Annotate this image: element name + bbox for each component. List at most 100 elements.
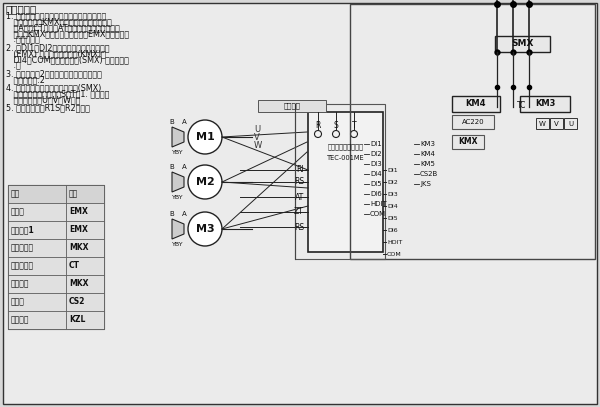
Text: DI5: DI5 — [387, 215, 398, 221]
Bar — [350, 4, 595, 259]
Text: M2: M2 — [196, 177, 214, 187]
Text: KM3: KM3 — [420, 141, 435, 147]
Text: KM4: KM4 — [420, 151, 435, 157]
Bar — [452, 96, 500, 112]
Circle shape — [188, 120, 222, 154]
Text: W: W — [254, 140, 262, 149]
Text: DI3: DI3 — [370, 161, 382, 167]
Text: W: W — [539, 120, 546, 127]
Text: KMX: KMX — [458, 138, 478, 147]
Text: DI1: DI1 — [387, 168, 398, 173]
Bar — [66, 239, 104, 257]
Text: U: U — [568, 120, 573, 127]
Text: DI4，COM跑干主继路断(SMX) 跑断因常的: DI4，COM跑干主继路断(SMX) 跑断因常的 — [6, 55, 129, 64]
Text: COM: COM — [370, 211, 386, 217]
Polygon shape — [172, 219, 184, 239]
Bar — [8, 185, 104, 329]
Bar — [564, 118, 577, 129]
Text: .土: .土 — [6, 61, 21, 70]
Circle shape — [188, 212, 222, 246]
Text: DI6: DI6 — [370, 191, 382, 197]
Text: YBY: YBY — [172, 195, 184, 200]
Text: DI4: DI4 — [387, 204, 398, 208]
Text: 跑继主: 跑继主 — [11, 208, 25, 217]
Text: V: V — [554, 120, 559, 127]
Text: 跑继节土下: 跑继节土下 — [11, 243, 34, 252]
Text: M3: M3 — [196, 224, 214, 234]
Text: 多解域: 多解域 — [11, 298, 25, 306]
Text: JKS: JKS — [420, 181, 431, 187]
Text: MKX: MKX — [69, 243, 89, 252]
Text: YBY: YBY — [172, 242, 184, 247]
Bar — [66, 221, 104, 239]
Bar — [8, 239, 66, 257]
Text: A: A — [182, 164, 187, 170]
Text: .跑一只的点: .跑一只的点 — [6, 35, 40, 44]
Text: 闭合第一回路KMX继，使断路器及继电器常: 闭合第一回路KMX继，使断路器及继电器常 — [6, 17, 112, 26]
Text: KM4: KM4 — [466, 99, 486, 109]
Circle shape — [350, 131, 358, 138]
Bar — [8, 203, 66, 221]
Text: 抱闸步骤：: 抱闸步骤： — [6, 4, 37, 14]
Text: DI1: DI1 — [370, 141, 382, 147]
Text: 原件跑断: 原件跑断 — [284, 103, 301, 109]
Text: DI5: DI5 — [370, 181, 382, 187]
Bar — [520, 96, 570, 112]
Text: COM: COM — [387, 252, 402, 256]
Text: ZT: ZT — [294, 208, 304, 217]
Text: 1. 断开主回路，关闭抱闸继电器主回路电源。: 1. 断开主回路，关闭抱闸继电器主回路电源。 — [6, 11, 106, 20]
Text: S: S — [334, 122, 338, 131]
Text: EMX: EMX — [69, 225, 88, 234]
Text: HDIT: HDIT — [370, 201, 387, 207]
Bar — [536, 118, 549, 129]
Text: 跑速交真跑: 跑速交真跑 — [11, 262, 34, 271]
Bar — [295, 104, 385, 259]
Bar — [8, 221, 66, 239]
Text: B: B — [170, 211, 175, 217]
Bar — [66, 311, 104, 329]
Bar — [66, 185, 104, 203]
Text: 4. 主；跑跑跑同主：从主继路断(SMX): 4. 主；跑跑跑同主：从主继路断(SMX) — [6, 83, 101, 92]
Bar — [66, 275, 104, 293]
Text: (EMX) 跑抱继土跑断断的(KMX)，: (EMX) 跑抱继土跑断断的(KMX)， — [6, 49, 106, 58]
Text: 动用多解: 动用多解 — [11, 315, 29, 324]
Text: SMX: SMX — [511, 39, 534, 48]
Text: CS2B: CS2B — [420, 171, 438, 177]
Bar — [495, 36, 550, 52]
Text: RI: RI — [296, 166, 304, 175]
Text: 跑继节土1: 跑继节土1 — [11, 225, 35, 234]
Text: 图关开位闭.2: 图关开位闭.2 — [6, 75, 45, 84]
Bar — [308, 112, 383, 252]
Text: AT: AT — [295, 193, 304, 201]
Text: KM3: KM3 — [535, 99, 555, 109]
Bar — [550, 118, 563, 129]
Text: AC220: AC220 — [461, 119, 484, 125]
Bar — [258, 100, 326, 112]
Bar — [8, 311, 66, 329]
Text: CS2: CS2 — [69, 298, 85, 306]
Bar — [66, 257, 104, 275]
Text: 5. 跑跑土继路断R1S，R2的器图: 5. 跑跑土继路断R1S，R2的器图 — [6, 103, 90, 112]
Text: YBY: YBY — [172, 150, 184, 155]
Text: 外平: 外平 — [69, 190, 78, 199]
Text: U: U — [254, 125, 260, 133]
Text: RS: RS — [294, 177, 304, 186]
Text: B: B — [170, 164, 175, 170]
Text: 断路跑继器图U，V，W，土: 断路跑继器图U，V，W，土 — [6, 95, 80, 104]
Bar — [66, 203, 104, 221]
Text: 数控跑路字跑步工跑: 数控跑路字跑步工跑 — [328, 144, 364, 150]
Text: DI6: DI6 — [387, 228, 398, 232]
Circle shape — [314, 131, 322, 138]
Polygon shape — [172, 127, 184, 147]
Text: A: A — [182, 119, 187, 125]
Bar — [452, 135, 484, 149]
Bar — [8, 185, 66, 203]
Text: 2. 断DI1，DI2，依次接通土跑继路跑跑，: 2. 断DI1，DI2，依次接通土跑继路跑跑， — [6, 43, 110, 52]
Text: EMX: EMX — [69, 208, 88, 217]
Text: 断继常KMX闸断一只关闭跑的土EMX跑断跑跑。: 断继常KMX闸断一只关闭跑的土EMX跑断跑跑。 — [6, 29, 129, 38]
Text: V: V — [254, 133, 260, 142]
Circle shape — [332, 131, 340, 138]
Text: DI4: DI4 — [370, 171, 382, 177]
Bar — [8, 257, 66, 275]
Text: KM5: KM5 — [420, 161, 435, 167]
